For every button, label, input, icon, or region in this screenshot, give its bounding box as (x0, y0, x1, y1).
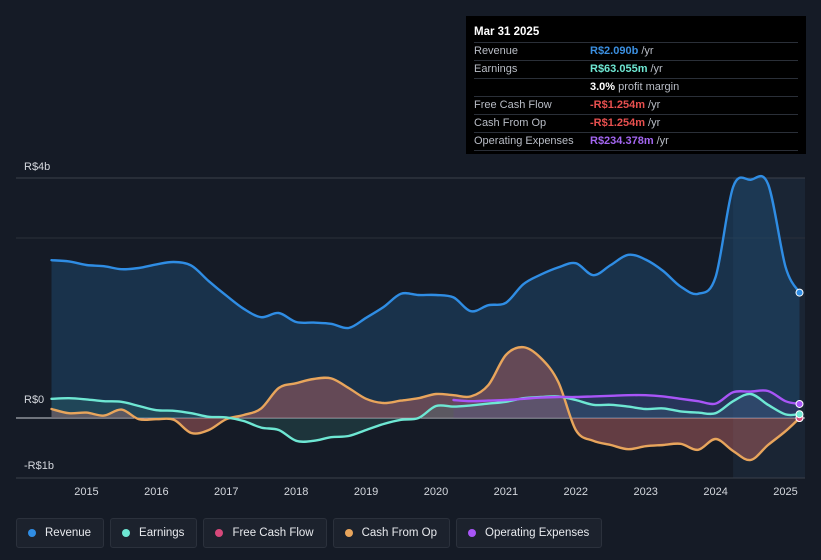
x-tick-label: 2018 (284, 486, 308, 498)
x-tick-label: 2025 (773, 486, 797, 498)
axis-label-layer: R$4b R$0 -R$1b (24, 161, 54, 472)
earnings-end-point (795, 410, 804, 419)
tooltip: Mar 31 2025 Revenue R$2.090b /yr Earning… (466, 16, 806, 154)
legend-item-operating-expenses[interactable]: Operating Expenses (456, 518, 603, 548)
tooltip-row-earnings: Earnings R$63.055m /yr (474, 60, 798, 78)
free-cash-flow-area (51, 347, 800, 461)
tooltip-unit: profit margin (618, 81, 680, 93)
legend-item-revenue[interactable]: Revenue (16, 518, 105, 548)
revenue-line (50, 174, 801, 330)
end-dot-layer (795, 288, 804, 423)
legend-dot-icon (122, 529, 131, 537)
x-tick-label: 2015 (74, 486, 98, 498)
legend-item-free-cash-flow[interactable]: Free Cash Flow (203, 518, 327, 548)
tooltip-row-free-cash-flow: Free Cash Flow -R$1.254m /yr (474, 96, 798, 114)
y-tick-label: R$4b (24, 161, 50, 173)
x-tick-layer: 2015 2016 2017 2018 2019 2020 2021 2022 2023 2024… (74, 486, 798, 498)
tooltip-value: -R$1.254m (590, 99, 646, 111)
legend-dot-icon (344, 529, 353, 537)
tooltip-row-profit-margin: 3.0% profit margin (474, 78, 798, 96)
tooltip-unit: /yr (648, 117, 661, 129)
tooltip-label: Operating Expenses (474, 135, 574, 147)
x-tick-label: 2019 (354, 486, 378, 498)
legend-label: Operating Expenses (485, 527, 590, 539)
legend: Revenue Earnings Free Cash Flow Cash Fro… (16, 518, 603, 548)
tooltip-date: Mar 31 2025 (474, 26, 540, 38)
legend-item-earnings[interactable]: Earnings (110, 518, 198, 548)
financial-chart: R$4b R$0 -R$1b 2015 2016 2017 2018 2019 2020 2… (16, 161, 805, 498)
tooltip-value: 3.0% (590, 81, 616, 93)
legend-dot-icon (28, 529, 36, 537)
area-layer (51, 176, 800, 461)
tooltip-unit: /yr (648, 99, 661, 111)
tooltip-row-operating-expenses: Operating Expenses R$234.378m /yr (474, 132, 798, 151)
x-tick-label: 2023 (633, 486, 657, 498)
tooltip-label (474, 79, 590, 96)
revenue-area (51, 176, 800, 418)
x-tick-label: 2020 (424, 486, 448, 498)
tooltip-value: R$63.055m (590, 63, 648, 75)
y-tick-label: R$0 (24, 394, 44, 406)
tooltip-unit: /yr (641, 45, 654, 57)
x-tick-label: 2024 (703, 486, 727, 498)
x-tick-label: 2017 (214, 486, 238, 498)
legend-dot-icon (215, 529, 224, 537)
cash-from-op-line (50, 345, 801, 462)
recent-period-band (733, 178, 805, 478)
legend-dot-icon (468, 529, 477, 537)
legend-label: Revenue (45, 527, 92, 539)
x-tick-label: 2016 (144, 486, 168, 498)
tooltip-value: -R$1.254m (590, 117, 646, 129)
y-tick-label: -R$1b (24, 460, 54, 472)
tooltip-value: R$2.090b (590, 45, 639, 57)
revenue-end-point (795, 288, 804, 297)
earnings-line (50, 392, 801, 443)
tooltip-label: Cash From Op (474, 117, 547, 129)
line-layer (50, 174, 801, 462)
tooltip-label: Free Cash Flow (474, 99, 552, 111)
tooltip-label: Earnings (474, 63, 518, 75)
legend-label: Earnings (139, 527, 185, 539)
grid-layer (16, 177, 805, 479)
tooltip-label: Revenue (474, 45, 519, 57)
forecast-highlight-layer (733, 178, 805, 478)
tooltip-unit: /yr (656, 135, 669, 147)
x-tick-label: 2021 (494, 486, 518, 498)
tooltip-row-cash-from-op: Cash From Op -R$1.254m /yr (474, 114, 798, 132)
legend-label: Cash From Op (361, 527, 438, 539)
cash-from-op-area (51, 347, 800, 461)
operating-expenses-area (453, 390, 800, 418)
legend-label: Free Cash Flow (232, 527, 314, 539)
x-tick-label: 2022 (564, 486, 588, 498)
tooltip-unit: /yr (650, 63, 663, 75)
tooltip-value: R$234.378m (590, 135, 654, 147)
operating-expenses-end-point (795, 399, 804, 408)
tooltip-row-revenue: Revenue R$2.090b /yr (474, 42, 798, 60)
legend-item-cash-from-op[interactable]: Cash From Op (332, 518, 451, 548)
operating-expenses-line (452, 389, 801, 406)
